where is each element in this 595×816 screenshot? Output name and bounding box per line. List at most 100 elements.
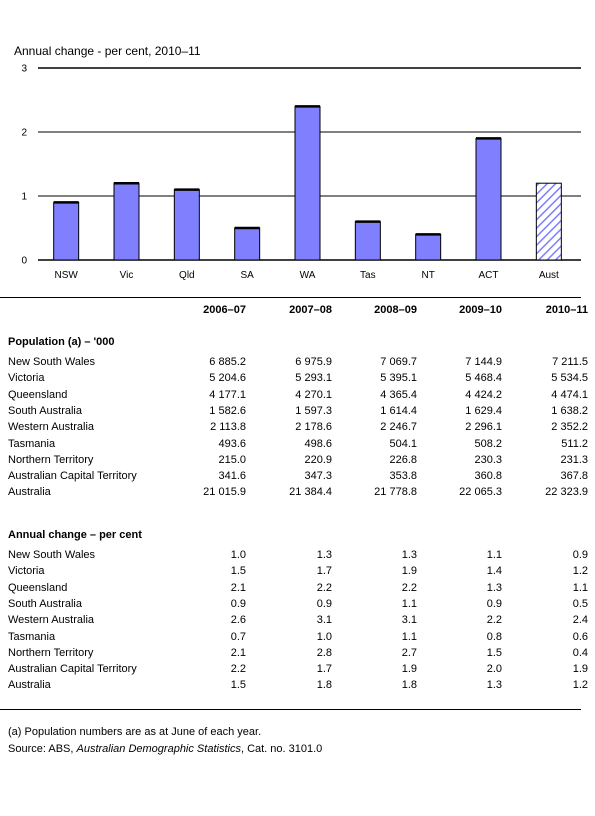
table-cell: 1.3	[316, 549, 332, 561]
table-cell: 0.9	[316, 597, 332, 610]
table-cell: 5 395.1	[380, 372, 417, 385]
y-tick-label: 3	[21, 64, 27, 75]
row-label: Tasmania	[8, 437, 56, 450]
row-label: South Australia	[8, 597, 82, 610]
table-cell: 1.2	[572, 679, 588, 692]
table-cell: 1.0	[230, 549, 246, 561]
source-suffix: , Cat. no. 3101.0	[240, 743, 323, 755]
bar-chart: 0 1 2 3 NSW Vic Qld SA WA Tas NT ACT Aust	[21, 64, 581, 281]
column-header: 2007–08	[289, 304, 332, 316]
row-label: Western Australia	[8, 421, 95, 434]
table-cell: 215.0	[218, 453, 246, 466]
table-cell: 2.6	[230, 614, 246, 627]
chart-title: Annual change - per cent, 2010–11	[14, 44, 201, 58]
table-cell: 0.9	[572, 549, 588, 561]
table-cell: 1 638.2	[551, 404, 588, 417]
table-cell: 5 204.6	[209, 372, 246, 385]
table-cell: 1.9	[572, 663, 588, 676]
table-cell: 220.9	[304, 453, 332, 466]
table-cell: 21 384.4	[289, 486, 332, 499]
table-cell: 1.1	[486, 549, 502, 561]
table-cell: 1.5	[486, 646, 502, 659]
table-cell: 367.8	[560, 470, 588, 483]
table-cell: 4 474.1	[551, 388, 588, 401]
column-header: 2008–09	[374, 304, 417, 316]
y-tick-label: 2	[21, 128, 27, 139]
table-cell: 0.4	[572, 646, 588, 659]
table-rule	[0, 709, 581, 710]
table-cell: 1.3	[486, 679, 502, 692]
row-label: New South Wales	[8, 356, 96, 368]
row-label: Australia	[8, 486, 51, 499]
table-cell: 7 069.7	[380, 356, 417, 368]
table-cell: 2.1	[230, 646, 246, 659]
table-cell: 2.2	[316, 581, 332, 594]
table-cell: 504.1	[389, 437, 417, 450]
source-publication: Australian Demographic Statistics	[76, 743, 241, 755]
row-label: Australian Capital Territory	[8, 663, 137, 676]
table-cell: 1.0	[316, 630, 332, 643]
table-cell: 4 365.4	[380, 388, 417, 401]
bar-aust	[535, 182, 562, 261]
row-label: Victoria	[8, 372, 45, 385]
x-tick-label: SA	[240, 270, 254, 281]
table-cell: 2.2	[486, 614, 502, 627]
table-cell: 0.7	[230, 630, 246, 643]
bar-wa	[294, 105, 321, 261]
table-cell: 1.5	[230, 565, 246, 578]
x-tick-label: Tas	[360, 270, 376, 281]
table-cell: 1.4	[486, 565, 502, 578]
row-label: Queensland	[8, 388, 68, 401]
table-cell: 508.2	[474, 437, 502, 450]
bar-qld	[173, 189, 200, 261]
bar-act	[475, 137, 502, 261]
table-cell: 4 424.2	[465, 388, 502, 401]
x-tick-label: NT	[421, 270, 434, 281]
table-cell: 1.3	[401, 549, 417, 561]
table-cell: 0.8	[486, 630, 502, 643]
table-cell: 1.3	[486, 581, 502, 594]
table-cell: 493.6	[218, 437, 246, 450]
table-cell: 360.8	[474, 470, 502, 483]
table-cell: 1 597.3	[295, 404, 332, 417]
table-cell: 1.2	[572, 565, 588, 578]
table-cell: 4 177.1	[209, 388, 246, 401]
table-cell: 341.6	[218, 470, 246, 483]
source-note: Source: ABS, Australian Demographic Stat…	[8, 743, 322, 755]
row-label: Queensland	[8, 581, 68, 594]
table-cell: 0.6	[572, 630, 588, 643]
footnote: (a) Population numbers are as at June of…	[8, 726, 262, 738]
table-cell: 2.0	[486, 663, 502, 676]
table-cell: 2.2	[401, 581, 417, 594]
row-label: New South Wales	[8, 549, 96, 561]
table-cell: 2.4	[572, 614, 588, 627]
x-tick-label: Vic	[120, 270, 134, 281]
table-cell: 2 296.1	[465, 421, 502, 434]
table-cell: 0.9	[230, 597, 246, 610]
table-cell: 1.9	[401, 565, 417, 578]
table-cell: 5 293.1	[295, 372, 332, 385]
y-tick-label: 0	[21, 256, 27, 267]
table-cell: 0.5	[572, 597, 588, 610]
bar-sa	[234, 227, 261, 261]
column-header: 2009–10	[459, 304, 502, 316]
x-tick-label: Qld	[179, 270, 195, 281]
column-header: 2006–07	[203, 304, 246, 316]
row-label: Western Australia	[8, 614, 95, 627]
table-cell: 2.1	[230, 581, 246, 594]
table-cell: 0.9	[486, 597, 502, 610]
table-cell: 4 270.1	[295, 388, 332, 401]
table-cell: 2 178.6	[295, 421, 332, 434]
table-cell: 3.1	[401, 614, 417, 627]
table-cell: 1 629.4	[465, 404, 502, 417]
table-cell: 1.5	[230, 679, 246, 692]
bar-nt	[415, 233, 442, 261]
table-cell: 6 975.9	[295, 356, 332, 368]
column-header: 2010–11	[545, 304, 588, 316]
table-cell: 21 015.9	[203, 486, 246, 499]
row-label: Northern Territory	[8, 646, 94, 659]
table-cell: 231.3	[560, 453, 588, 466]
table-cell: 5 534.5	[551, 372, 588, 385]
table-cell: 2 352.2	[551, 421, 588, 434]
table-cell: 6 885.2	[209, 356, 246, 368]
